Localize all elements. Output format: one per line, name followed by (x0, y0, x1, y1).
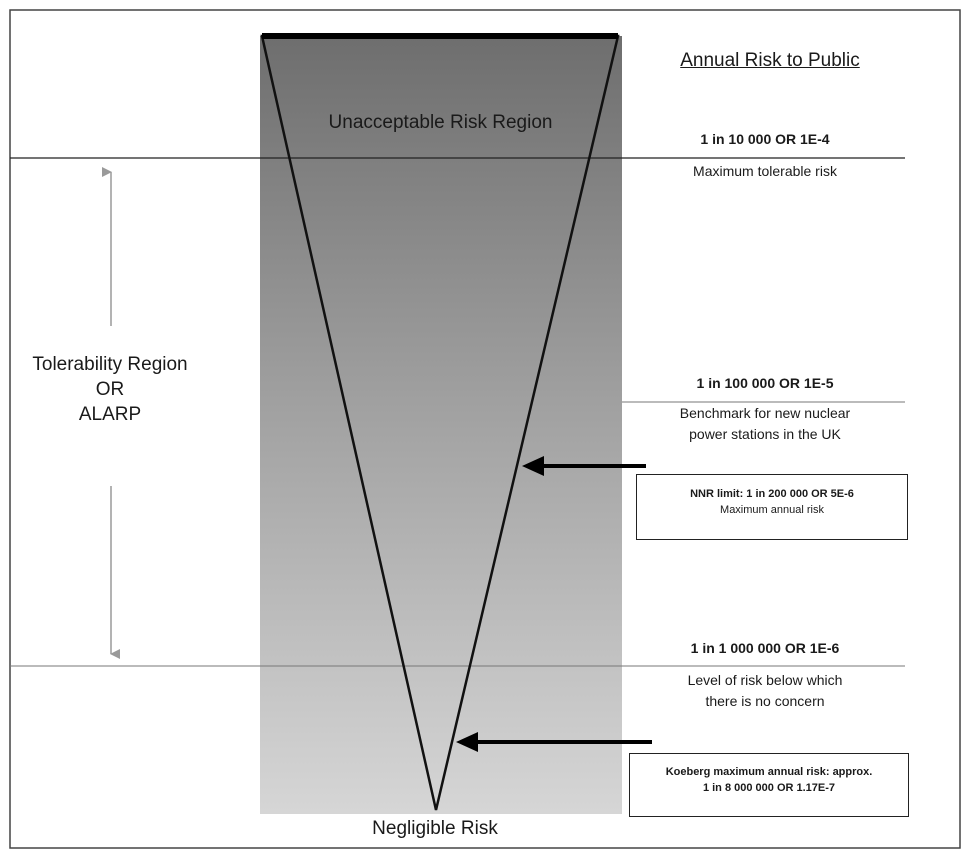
level-1e-6-description: Level of risk below which there is no co… (687, 672, 843, 709)
level-1e-6-title: 1 in 1 000 000 OR 1E-6 (690, 640, 840, 656)
negligible-risk-label: Negligible Risk (372, 818, 498, 839)
nnr-limit-subtitle: Maximum annual risk (720, 504, 824, 516)
tolerability-region-label: Tolerability Region OR ALARP (32, 354, 188, 425)
unacceptable-region-label: Unacceptable Risk Region (328, 112, 553, 133)
koeberg-arrow (456, 732, 652, 752)
koeberg-callout: Koeberg maximum annual risk: approx. 1 i… (629, 753, 909, 817)
annual-risk-header: Annual Risk to Public (680, 50, 860, 71)
level-1e-5-title: 1 in 100 000 OR 1E-5 (696, 375, 834, 391)
nnr-limit-callout: NNR limit: 1 in 200 000 OR 5E-6 Maximum … (636, 474, 908, 540)
nnr-limit-title: NNR limit: 1 in 200 000 OR 5E-6 (690, 488, 854, 500)
nnr-limit-arrow (522, 456, 646, 476)
level-1e-4-title: 1 in 10 000 OR 1E-4 (700, 131, 830, 147)
level-1e-4-description: Maximum tolerable risk (693, 163, 837, 179)
level-1e-5-description: Benchmark for new nuclear power stations… (679, 405, 851, 442)
diagram-frame (9, 9, 961, 849)
risk-gradient-band (260, 36, 622, 814)
koeberg-line-2: 1 in 8 000 000 OR 1.17E-7 (702, 782, 836, 794)
koeberg-line-1: Koeberg maximum annual risk: approx. (665, 766, 873, 778)
